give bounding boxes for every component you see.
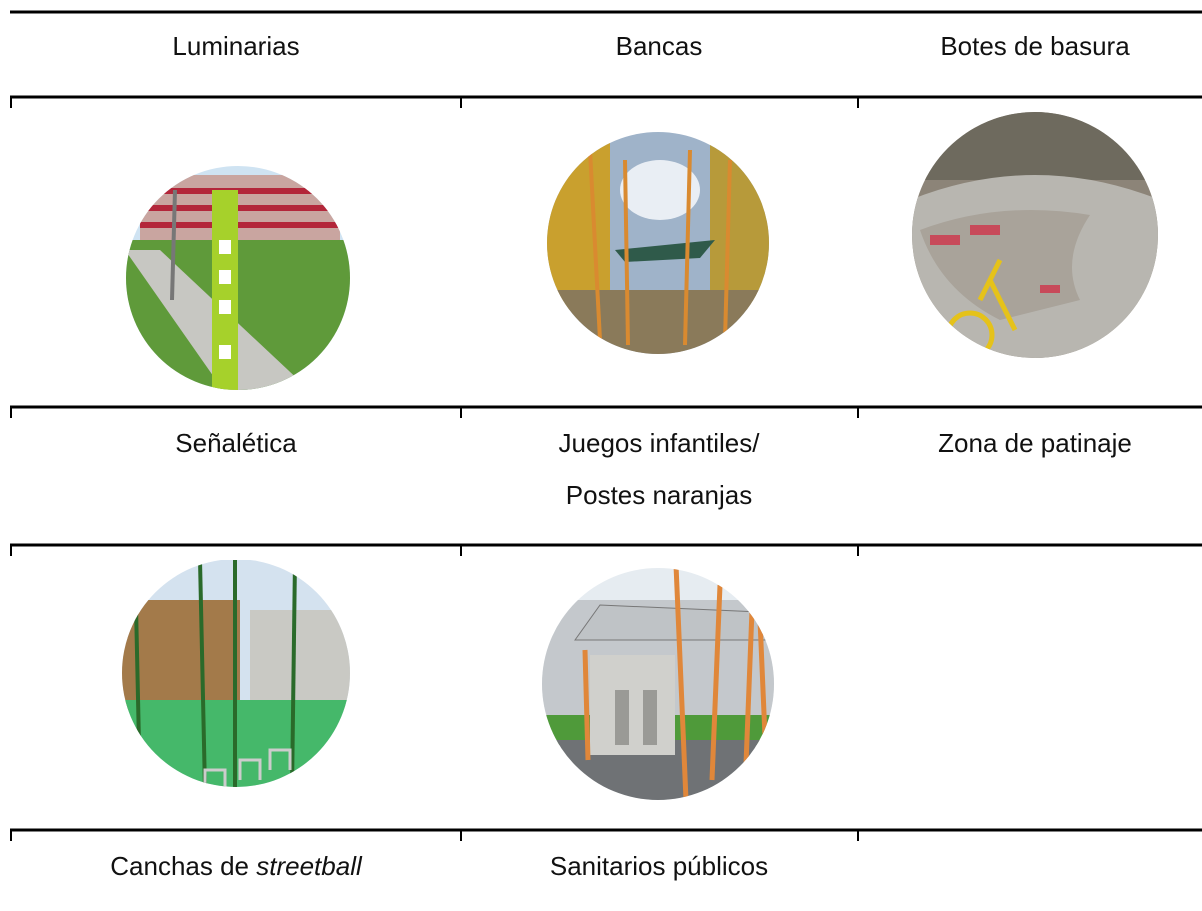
cell-label: Bancas [616,31,703,61]
cell-label: Sanitarios públicos [550,851,768,881]
table-rules [10,10,1202,841]
photo-signage [126,166,350,390]
label-plain: Canchas de [110,851,249,881]
cell-label: Juegos infantiles/ [559,428,761,458]
photo-toilets [542,568,774,800]
photo-playground [547,132,769,354]
cell-label: Botes de basura [940,31,1130,61]
cell-label: Luminarias [172,31,299,61]
cell-label: Zona de patinaje [938,428,1132,458]
cell-label: Postes naranjas [566,480,752,510]
photo-court [122,559,350,787]
label-italic: streetball [256,851,363,881]
cell-label: Señalética [175,428,297,458]
cell-label: Canchas de streetball [110,851,363,881]
photo-skatepark [912,112,1158,358]
